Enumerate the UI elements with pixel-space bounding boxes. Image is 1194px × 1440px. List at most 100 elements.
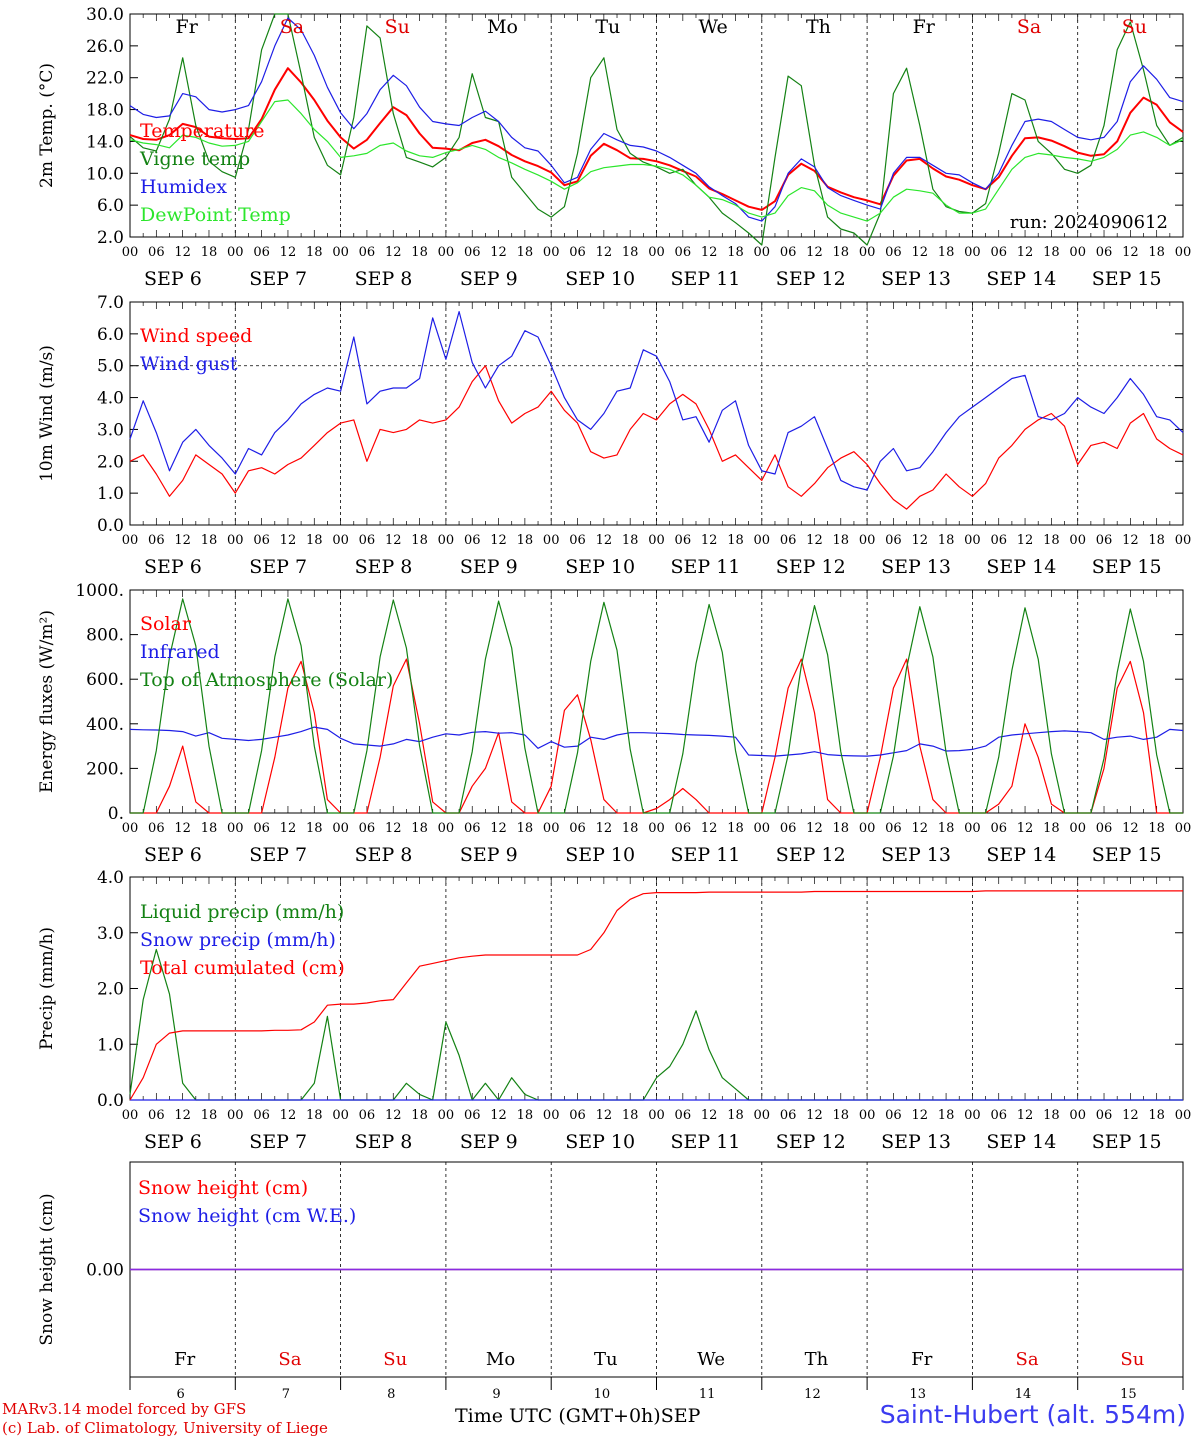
hour-label: 12 (1122, 821, 1139, 836)
date-label: SEP 9 (460, 556, 518, 578)
hour-label: 06 (464, 245, 481, 260)
hour-label: 12 (701, 245, 718, 260)
date-label: SEP 10 (565, 1131, 635, 1153)
legend-entry: Snow precip (mm/h) (140, 929, 336, 951)
hour-label: 18 (727, 1108, 744, 1123)
legend-entry: Total cumulated (cm) (140, 957, 345, 979)
date-label: SEP 6 (144, 1131, 202, 1153)
series-line (129, 890, 1183, 1101)
date-label: SEP 14 (986, 268, 1056, 290)
hour-label: 06 (675, 1108, 692, 1123)
series-line (129, 13, 1184, 246)
weekday-label: Th (805, 1349, 829, 1370)
date-label: SEP 11 (671, 1131, 741, 1153)
hour-label: 18 (1043, 1108, 1060, 1123)
y-tick-label: 7.0 (97, 293, 124, 313)
hour-label: 12 (174, 1108, 191, 1123)
hour-label: 12 (596, 533, 613, 548)
y-tick-label: 4.0 (97, 868, 124, 888)
hour-label: 18 (517, 245, 534, 260)
hour-label: 00 (438, 533, 455, 548)
hour-label: 06 (148, 1108, 165, 1123)
hour-label: 00 (332, 821, 349, 836)
series-line (129, 365, 1184, 510)
hour-label: 12 (490, 821, 507, 836)
hour-label: 00 (332, 533, 349, 548)
hour-label: 12 (385, 821, 402, 836)
hour-label: 00 (859, 1108, 876, 1123)
hour-label: 06 (1096, 533, 1113, 548)
hour-label: 00 (122, 245, 139, 260)
hour-label: 18 (201, 245, 218, 260)
date-label: SEP 15 (1092, 556, 1162, 578)
y-tick-label: 3.0 (97, 420, 124, 440)
hour-label: 18 (306, 533, 323, 548)
hour-label: 00 (543, 245, 560, 260)
hour-label: 18 (1043, 245, 1060, 260)
hour-label: 06 (359, 821, 376, 836)
date-label: SEP 15 (1092, 844, 1162, 866)
legend-entry: Humidex (140, 176, 227, 198)
hour-label: 12 (596, 245, 613, 260)
date-label: SEP 12 (776, 844, 846, 866)
y-tick-label: 0.0 (97, 1091, 124, 1111)
hour-label: 00 (332, 245, 349, 260)
hour-label: 00 (332, 1108, 349, 1123)
weekday-label: Fr (174, 1349, 195, 1370)
hour-label: 06 (780, 821, 797, 836)
hour-label: 12 (701, 533, 718, 548)
weekday-label: Fr (913, 16, 936, 38)
hour-label: 18 (1148, 533, 1165, 548)
hour-label: 18 (517, 533, 534, 548)
hour-label: 00 (754, 533, 771, 548)
hour-label: 00 (227, 533, 244, 548)
hour-label: 18 (201, 821, 218, 836)
hour-label: 06 (885, 821, 902, 836)
day-number-label: 13 (909, 1387, 926, 1402)
hour-label: 00 (1069, 821, 1086, 836)
hour-label: 18 (411, 821, 428, 836)
y-tick-label: 10.0 (86, 164, 124, 184)
hour-label: 18 (833, 533, 850, 548)
hour-label: 12 (1122, 533, 1139, 548)
hour-label: 06 (780, 245, 797, 260)
hour-label: 18 (622, 821, 639, 836)
legend-entry: Vigne temp (139, 148, 250, 170)
series-line (129, 726, 1184, 757)
date-label: SEP 7 (249, 268, 307, 290)
hour-label: 12 (174, 821, 191, 836)
hour-label: 06 (464, 1108, 481, 1123)
y-tick-label: 3.0 (97, 924, 124, 944)
legend-entry: Temperature (140, 120, 264, 142)
hour-label: 06 (1096, 821, 1113, 836)
hour-label: 18 (727, 533, 744, 548)
y-tick-label: 4.0 (97, 389, 124, 409)
hour-label: 06 (359, 1108, 376, 1123)
hour-label: 12 (701, 1108, 718, 1123)
y-tick-label: 800. (86, 626, 124, 646)
date-label: SEP 13 (881, 268, 951, 290)
hour-label: 00 (1175, 245, 1192, 260)
hour-label: 06 (990, 1108, 1007, 1123)
date-label: SEP 9 (460, 844, 518, 866)
hour-label: 00 (438, 821, 455, 836)
hour-label: 00 (543, 533, 560, 548)
hour-label: 06 (675, 821, 692, 836)
weekday-label: Su (1122, 16, 1147, 38)
hour-label: 06 (990, 245, 1007, 260)
legend-entry: Wind gust (140, 353, 238, 375)
hour-label: 00 (754, 245, 771, 260)
hour-label: 06 (148, 533, 165, 548)
day-number-label: 11 (699, 1387, 716, 1402)
hour-label: 00 (754, 821, 771, 836)
panel-frame (129, 589, 1184, 814)
hour-label: 00 (964, 533, 981, 548)
date-label: SEP 12 (776, 268, 846, 290)
hour-label: 00 (859, 821, 876, 836)
hour-label: 12 (385, 533, 402, 548)
hour-label: 18 (306, 821, 323, 836)
hour-label: 00 (1175, 533, 1192, 548)
y-tick-label: 6.0 (97, 325, 124, 345)
hour-label: 18 (938, 533, 955, 548)
weekday-label: Sa (280, 16, 304, 38)
